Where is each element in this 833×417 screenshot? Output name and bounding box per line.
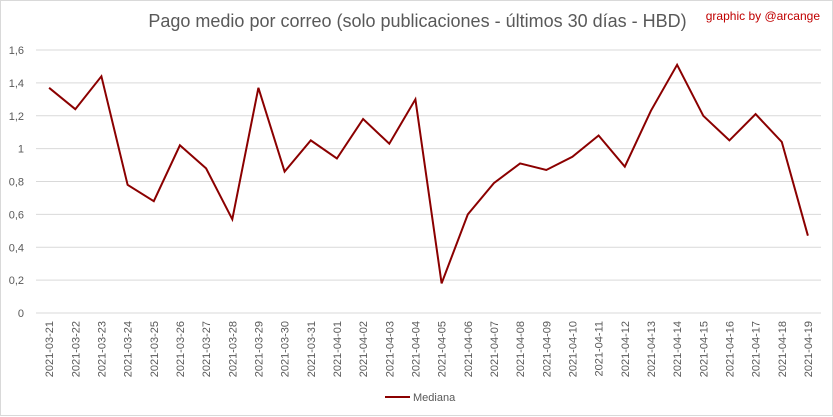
x-tick-label: 2021-03-30	[280, 321, 292, 377]
x-tick-label: 2021-04-08	[515, 321, 527, 377]
x-tick-label: 2021-04-01	[332, 321, 344, 377]
x-tick-label: 2021-04-10	[567, 321, 579, 377]
x-tick-label: 2021-04-06	[463, 321, 475, 377]
x-tick-label: 2021-04-11	[594, 321, 606, 376]
grid-lines	[36, 49, 821, 314]
x-tick-label: 2021-04-03	[384, 321, 396, 377]
y-tick-label: 1,4	[9, 78, 24, 90]
y-tick-label: 0,2	[9, 275, 24, 287]
x-tick-label: 2021-04-05	[437, 321, 449, 377]
x-tick-label: 2021-04-12	[620, 321, 632, 377]
x-tick-label: 2021-04-16	[724, 321, 736, 377]
x-tick-label: 2021-04-14	[672, 321, 684, 377]
x-tick-label: 2021-04-04	[410, 321, 422, 377]
x-tick-label: 2021-04-07	[489, 321, 501, 377]
x-tick-label: 2021-03-26	[175, 321, 187, 377]
legend-label: Mediana	[413, 392, 456, 404]
x-tick-label: 2021-04-19	[803, 321, 815, 377]
y-tick-label: 1	[18, 144, 24, 156]
x-axis-ticks: 2021-03-21 2021-03-22 2021-03-23 2021-03-24…	[44, 321, 815, 377]
x-tick-label: 2021-03-29	[253, 321, 265, 377]
chart-title: Pago medio por correo (solo publicacione…	[148, 11, 687, 31]
y-tick-label: 0,6	[9, 209, 24, 221]
y-tick-label: 1,6	[9, 45, 24, 57]
series-layer	[48, 62, 809, 284]
x-tick-label: 2021-03-22	[70, 321, 82, 377]
x-tick-label: 2021-04-18	[777, 321, 789, 377]
x-tick-label: 2021-04-02	[358, 321, 370, 377]
x-tick-label: 2021-03-23	[96, 321, 108, 377]
x-tick-label: 2021-03-27	[201, 321, 213, 377]
x-tick-label: 2021-04-09	[541, 321, 553, 377]
series-line	[48, 62, 809, 284]
x-tick-label: 2021-04-13	[646, 321, 658, 377]
credit-text: graphic by @arcange	[705, 9, 820, 23]
y-tick-label: 1,2	[9, 111, 24, 123]
y-tick-label: 0,8	[9, 177, 24, 189]
y-tick-label: 0,4	[9, 242, 24, 254]
x-tick-label: 2021-04-15	[698, 321, 710, 377]
x-tick-label: 2021-03-31	[306, 321, 318, 377]
legend: Mediana	[385, 392, 456, 404]
x-tick-label: 2021-03-24	[123, 321, 135, 377]
y-tick-label: 0	[18, 308, 24, 320]
x-tick-label: 2021-04-17	[751, 321, 763, 377]
x-tick-label: 2021-03-21	[44, 321, 56, 377]
x-tick-label: 2021-03-25	[149, 321, 161, 377]
x-tick-label: 2021-03-28	[227, 321, 239, 377]
y-axis-ticks: 0 0,2 0,4 0,6 0,8 1 1,2 1,4 1,6	[9, 45, 24, 320]
